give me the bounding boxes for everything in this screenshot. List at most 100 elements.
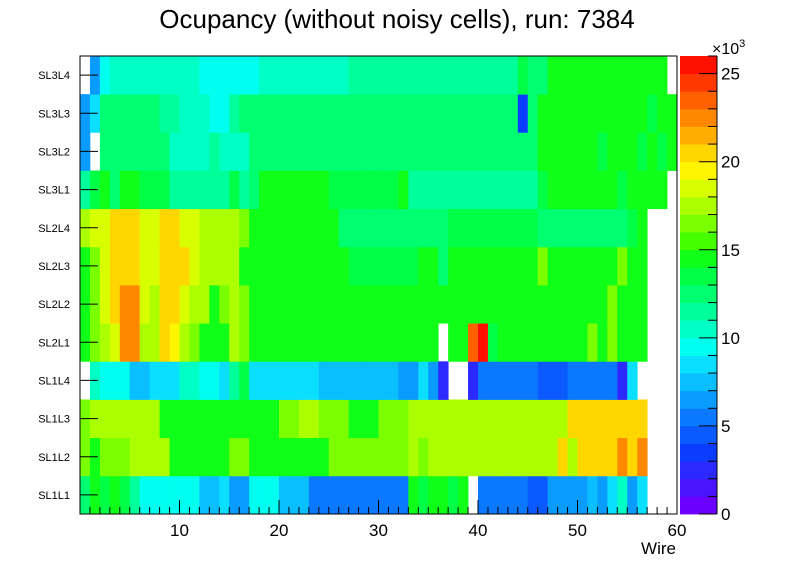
color-scale-swatch: [680, 390, 717, 409]
heatmap-cell: [647, 94, 658, 133]
heatmap-cell: [517, 475, 529, 515]
heatmap-cell: [199, 132, 210, 171]
heatmap-cell: [378, 323, 389, 362]
heatmap-cell: [99, 94, 111, 133]
heatmap-cell: [438, 437, 449, 477]
heatmap-cell: [259, 399, 270, 439]
heatmap-cell: [418, 361, 429, 400]
heatmap-cell: [219, 475, 230, 515]
color-scale-swatch: [680, 56, 717, 75]
heatmap-cell: [497, 94, 509, 133]
heatmap-cell: [269, 361, 280, 400]
heatmap-cell: [279, 437, 290, 477]
heatmap-cell: [438, 132, 449, 171]
heatmap-cell: [458, 208, 469, 248]
heatmap-cell: [637, 323, 648, 362]
heatmap-cell: [487, 56, 499, 95]
heatmap-cell: [577, 170, 588, 210]
heatmap-cell: [169, 246, 180, 286]
heatmap-cell: [527, 285, 539, 324]
heatmap-cell: [139, 208, 151, 248]
heatmap-cell: [438, 170, 449, 210]
heatmap-cell: [527, 246, 539, 286]
heatmap-cell: [239, 208, 250, 248]
heatmap-cell: [189, 437, 200, 477]
heatmap-cell: [547, 56, 558, 95]
heatmap-cell: [259, 94, 270, 133]
heatmap-cell: [249, 475, 260, 515]
heatmap-cell: [338, 170, 350, 210]
heatmap-cell: [487, 361, 499, 400]
heatmap-cell: [119, 170, 131, 210]
heatmap-cell: [388, 56, 399, 95]
heatmap-cell: [497, 323, 509, 362]
heatmap-cell: [428, 208, 439, 248]
heatmap-cell: [189, 132, 200, 171]
color-scale-tick-label: 20: [721, 153, 740, 172]
heatmap-cell: [597, 323, 608, 362]
y-axis: SL1L1 SL1L2 SL1L3 SL1L4 SL2L1 SL2L2 SL2L3 SL2L4…: [38, 70, 98, 502]
heatmap-cell: [557, 285, 568, 324]
heatmap-cell: [458, 170, 469, 210]
heatmap-cell: [627, 399, 638, 439]
heatmap-cell: [627, 94, 638, 133]
heatmap-cell: [408, 56, 419, 95]
heatmap-cell: [169, 285, 180, 324]
color-scale-swatch: [680, 267, 717, 286]
heatmap-cell: [328, 208, 340, 248]
y-tick-label: SL2L2: [38, 299, 70, 311]
x-tick-label: 30: [369, 521, 388, 540]
heatmap-cell: [587, 208, 598, 248]
heatmap-cell: [637, 285, 648, 324]
heatmap-cell: [288, 56, 300, 95]
heatmap-cell: [298, 437, 310, 477]
heatmap-cell: [478, 437, 489, 477]
heatmap-cell: [368, 399, 379, 439]
heatmap-cell: [139, 170, 151, 210]
color-scale-tick-label: 15: [721, 241, 740, 260]
heatmap-cell: [308, 437, 320, 477]
color-scale-swatch: [680, 144, 717, 163]
heatmap-cell: [577, 132, 588, 171]
heatmap-cell: [428, 56, 439, 95]
heatmap-cell: [219, 208, 230, 248]
heatmap-cell: [617, 323, 628, 362]
heatmap-cell: [577, 94, 588, 133]
heatmap-cell: [308, 94, 320, 133]
heatmap-cell: [517, 246, 529, 286]
heatmap-cell: [507, 475, 519, 515]
heatmap-cell: [169, 94, 180, 133]
heatmap-cell: [328, 437, 340, 477]
heatmap-cell: [269, 246, 280, 286]
heatmap-cell: [577, 285, 588, 324]
heatmap-cell: [517, 361, 529, 400]
heatmap-cell: [338, 246, 350, 286]
heatmap-cell: [318, 94, 330, 133]
heatmap-cell: [478, 208, 489, 248]
color-scale-swatch: [680, 108, 717, 127]
heatmap-cell: [209, 56, 220, 95]
heatmap-cell: [338, 361, 350, 400]
heatmap-cell: [338, 323, 350, 362]
heatmap-cell: [109, 132, 121, 171]
heatmap-cell: [657, 170, 668, 210]
heatmap-cell: [607, 475, 618, 515]
heatmap-cell: [338, 132, 350, 171]
heatmap-cell: [279, 132, 290, 171]
heatmap-cell: [249, 94, 260, 133]
heatmap-cell: [607, 437, 618, 477]
heatmap-cell: [587, 323, 598, 362]
heatmap-cell: [189, 94, 200, 133]
heatmap-cell: [298, 56, 310, 95]
heatmap-cell: [647, 132, 658, 171]
heatmap-cell: [448, 246, 459, 286]
heatmap-cell: [209, 94, 220, 133]
heatmap-cell: [199, 94, 210, 133]
color-scale-swatch: [680, 196, 717, 215]
heatmap-cell: [288, 399, 300, 439]
heatmap-cell: [627, 170, 638, 210]
heatmap-cell: [587, 285, 598, 324]
heatmap-cell: [448, 323, 459, 362]
heatmap-cell: [537, 94, 549, 133]
heatmap-cell: [438, 361, 449, 400]
